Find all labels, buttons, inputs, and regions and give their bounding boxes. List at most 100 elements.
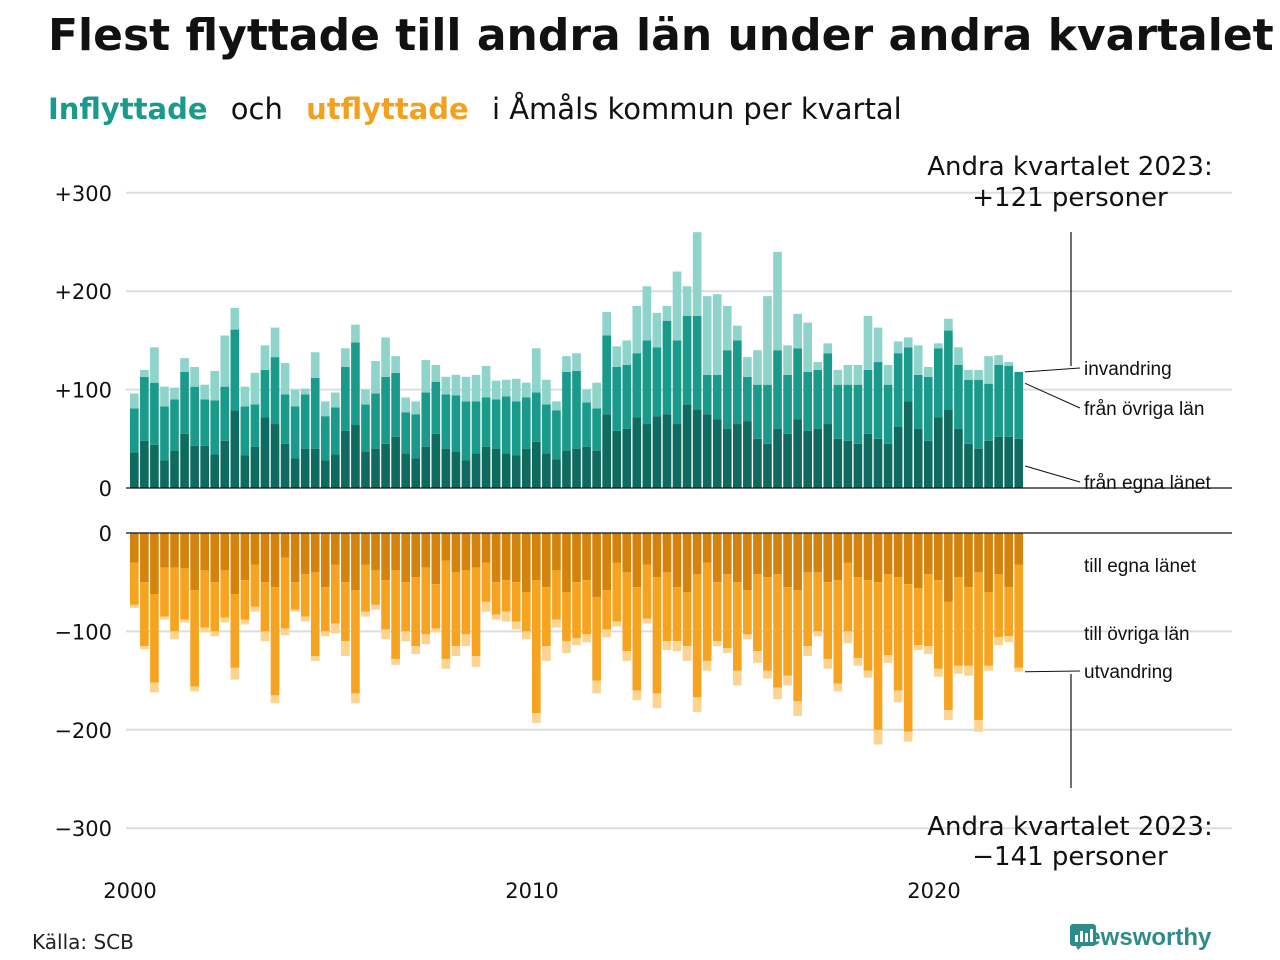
bar-segment bbox=[481, 562, 491, 602]
bar-segment bbox=[652, 347, 662, 417]
bar-segment bbox=[501, 580, 511, 612]
bar-segment bbox=[351, 590, 360, 694]
bar-segment bbox=[331, 533, 340, 565]
bar-segment bbox=[351, 324, 360, 343]
bar-segment bbox=[632, 353, 642, 418]
bar-segment bbox=[823, 658, 833, 669]
bar-segment bbox=[873, 533, 883, 583]
bar-segment bbox=[401, 397, 410, 413]
bar-segment bbox=[863, 369, 873, 434]
bar-segment bbox=[934, 668, 943, 677]
bar-segment bbox=[140, 369, 149, 377]
bar-segment bbox=[672, 340, 682, 425]
bar-segment bbox=[320, 460, 330, 488]
bar-segment bbox=[391, 533, 400, 571]
bar-segment bbox=[511, 378, 521, 402]
bar-segment bbox=[240, 455, 250, 488]
bar-segment bbox=[391, 372, 400, 437]
bar-segment bbox=[622, 651, 632, 661]
bar-segment bbox=[893, 341, 903, 354]
bar-segment bbox=[280, 363, 290, 395]
bar-segment bbox=[220, 570, 230, 618]
bar-segment bbox=[411, 458, 421, 488]
bar-segment bbox=[743, 376, 752, 422]
bar-segment bbox=[843, 365, 853, 385]
bar-segment bbox=[481, 446, 491, 488]
bar-segment bbox=[401, 453, 410, 488]
bar-segment bbox=[893, 353, 903, 427]
bar-segment bbox=[481, 365, 491, 398]
bar-segment bbox=[934, 343, 943, 349]
bar-segment bbox=[743, 421, 752, 488]
bar-segment bbox=[592, 680, 601, 694]
bar-segment bbox=[712, 374, 722, 420]
bar-segment bbox=[501, 533, 511, 581]
bar-segment bbox=[532, 441, 541, 488]
bar-segment bbox=[974, 379, 983, 449]
bar-segment bbox=[813, 362, 823, 370]
bar-segment bbox=[210, 533, 220, 583]
bar-segment bbox=[712, 533, 722, 583]
brand-logo: Newsworthy bbox=[1070, 924, 1211, 952]
bar-segment bbox=[773, 533, 782, 575]
bar-segment bbox=[351, 533, 360, 591]
bar-segment bbox=[521, 397, 531, 449]
bar-segment bbox=[622, 428, 632, 488]
bar-segment bbox=[461, 376, 471, 402]
bar-segment bbox=[753, 651, 762, 663]
bar-segment bbox=[310, 448, 320, 488]
bar-segment bbox=[351, 425, 360, 488]
bar-segment bbox=[612, 346, 622, 367]
bar-segment bbox=[441, 376, 451, 395]
bar-segment bbox=[421, 634, 431, 645]
bar-segment bbox=[160, 460, 169, 488]
bar-segment bbox=[722, 428, 732, 488]
bar-segment bbox=[863, 533, 873, 581]
series-leader-bottom bbox=[1025, 670, 1081, 673]
bar-segment bbox=[371, 533, 380, 571]
bar-segment bbox=[793, 313, 802, 349]
bar-segment bbox=[883, 365, 893, 385]
bar-segment bbox=[521, 533, 531, 593]
bar-segment bbox=[200, 384, 209, 400]
bar-segment bbox=[733, 424, 742, 488]
bar-segment bbox=[974, 533, 983, 573]
bar-segment bbox=[692, 697, 702, 713]
bar-segment bbox=[642, 618, 652, 624]
bar-segment bbox=[381, 580, 390, 630]
bar-segment bbox=[532, 348, 541, 393]
bar-segment bbox=[230, 307, 240, 330]
bar-segment bbox=[944, 409, 953, 488]
bar-segment bbox=[743, 634, 752, 640]
bar-segment bbox=[160, 616, 169, 620]
bar-segment bbox=[662, 414, 672, 488]
bar-segment bbox=[873, 438, 883, 488]
bar-segment bbox=[903, 584, 913, 732]
bar-segment bbox=[994, 533, 1003, 575]
bar-segment bbox=[954, 533, 963, 578]
bar-segment bbox=[260, 533, 270, 583]
bar-segment bbox=[421, 533, 431, 568]
bar-segment bbox=[180, 619, 189, 623]
bar-segment bbox=[381, 629, 390, 640]
subtitle-utflyttade: utflyttade bbox=[306, 92, 469, 126]
bar-segment bbox=[682, 315, 692, 405]
bar-segment bbox=[662, 305, 672, 321]
bar-segment bbox=[451, 374, 461, 396]
bar-segment bbox=[743, 533, 752, 591]
bar-segment bbox=[672, 641, 682, 652]
bar-segment bbox=[481, 533, 491, 563]
bar-segment bbox=[572, 370, 581, 449]
bar-segment bbox=[270, 587, 280, 696]
bar-segment bbox=[300, 394, 310, 449]
bar-segment bbox=[712, 419, 722, 488]
bar-segment bbox=[260, 417, 270, 488]
bar-segment bbox=[582, 634, 591, 643]
bar-segment bbox=[803, 646, 812, 656]
bar-segment bbox=[964, 379, 973, 444]
bar-segment bbox=[783, 345, 792, 375]
bar-segment bbox=[471, 533, 481, 568]
bar-segment bbox=[833, 384, 843, 439]
bar-segment bbox=[461, 634, 471, 647]
bar-segment bbox=[582, 389, 591, 403]
